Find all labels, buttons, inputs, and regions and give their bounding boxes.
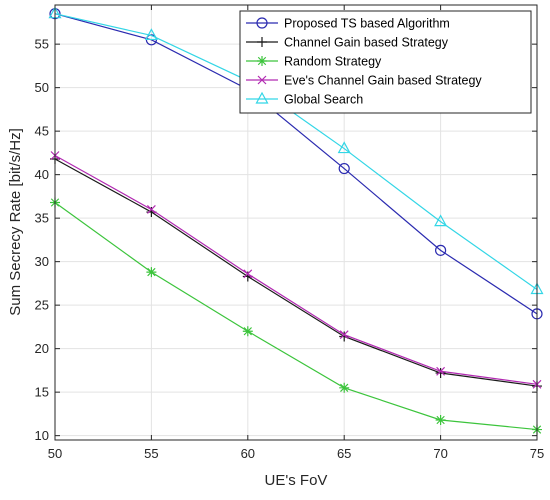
y-tick-label: 35: [35, 211, 49, 226]
x-tick-label: 65: [337, 446, 351, 461]
series-line: [54, 154, 538, 385]
data-point-marker: [146, 267, 157, 278]
data-point-marker: [434, 214, 448, 227]
series-line: [54, 13, 538, 315]
legend-entry-label: Random Strategy: [284, 55, 382, 69]
legend-entry-label: Global Search: [284, 93, 363, 107]
data-point-marker: [339, 382, 350, 393]
legend-marker: [257, 56, 267, 66]
axis-ticks: 50 55 60 65 70 75 10 15 20 25 30 35 40 45 50 55: [35, 5, 544, 461]
x-tick-label: 70: [433, 446, 447, 461]
data-point-marker: [338, 162, 350, 175]
y-tick-label: 45: [35, 124, 49, 139]
legend-entry-label: Channel Gain based Strategy: [284, 36, 449, 50]
data-point-marker: [146, 205, 156, 214]
series-3: [50, 151, 542, 389]
legend-entry-label: Eve's Channel Gain based Strategy: [284, 74, 482, 88]
data-point-marker: [435, 414, 446, 425]
y-tick-label: 40: [35, 167, 49, 182]
legend-marker: [257, 75, 267, 85]
x-tick-label: 75: [530, 446, 544, 461]
legend: Proposed TS based Algorithm Channel Gain …: [239, 10, 532, 114]
series-line: [54, 202, 538, 431]
x-tick-label: 55: [144, 446, 158, 461]
y-tick-label: 25: [35, 298, 49, 313]
legend-marker: [257, 37, 267, 47]
data-point-marker: [435, 244, 447, 256]
x-tick-label: 50: [48, 446, 62, 461]
plot-frame: [54, 4, 538, 441]
data-point-marker: [436, 366, 446, 376]
y-tick-label: 30: [35, 254, 49, 269]
x-axis-title: UE's FoV: [265, 472, 328, 489]
data-point-marker: [339, 330, 349, 340]
x-tick-label: 60: [241, 446, 255, 461]
y-tick-label: 20: [35, 341, 49, 356]
y-tick-label: 50: [35, 80, 49, 95]
legend-marker: [256, 17, 268, 29]
legend-box: [239, 10, 532, 114]
series-line: [54, 13, 538, 290]
legend-marker: [255, 91, 269, 104]
data-point-marker: [337, 141, 351, 154]
data-point-marker: [144, 28, 158, 41]
data-point-marker: [242, 326, 253, 337]
y-tick-label: 15: [35, 385, 49, 400]
data-point-marker: [243, 269, 253, 279]
legend-entry-label: Proposed TS based Algorithm: [284, 17, 450, 31]
series-line: [54, 158, 538, 387]
y-axis-title: Sum Secrecy Rate [bit/s/Hz]: [7, 128, 24, 316]
y-tick-label: 10: [35, 428, 49, 443]
data-point-marker: [435, 368, 446, 379]
y-tick-label: 55: [35, 37, 49, 52]
